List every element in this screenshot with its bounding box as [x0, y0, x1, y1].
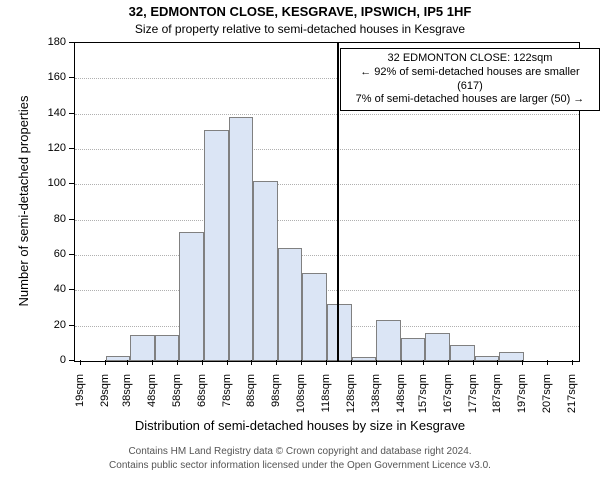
histogram-bar — [278, 248, 303, 361]
histogram-bar — [450, 345, 475, 361]
xtick-mark — [448, 360, 449, 365]
ytick-mark — [69, 325, 74, 326]
xtick-mark — [251, 360, 252, 365]
ytick-label: 20 — [0, 319, 66, 331]
histogram-bar — [352, 357, 377, 361]
footer-line-1: Contains HM Land Registry data © Crown c… — [0, 446, 600, 457]
histogram-bar — [155, 335, 180, 362]
histogram-bar — [401, 338, 426, 361]
infobox-line: ← 92% of semi-detached houses are smalle… — [347, 66, 593, 94]
histogram-bar — [229, 117, 254, 361]
histogram-bar — [475, 356, 500, 361]
xtick-label: 38sqm — [121, 374, 133, 424]
xtick-label: 19sqm — [74, 374, 86, 424]
ytick-label: 140 — [0, 107, 66, 119]
xtick-mark — [497, 360, 498, 365]
ytick-label: 80 — [0, 213, 66, 225]
grid-line — [75, 220, 579, 222]
xtick-mark — [227, 360, 228, 365]
infobox: 32 EDMONTON CLOSE: 122sqm← 92% of semi-d… — [340, 48, 600, 111]
ytick-mark — [69, 42, 74, 43]
infobox-line: 7% of semi-detached houses are larger (5… — [347, 93, 593, 107]
chart-container: 32, EDMONTON CLOSE, KESGRAVE, IPSWICH, I… — [0, 0, 600, 500]
histogram-bar — [499, 352, 524, 361]
histogram-bar — [253, 181, 278, 361]
xtick-mark — [547, 360, 548, 365]
xtick-label: 217sqm — [566, 374, 578, 424]
xtick-label: 29sqm — [99, 374, 111, 424]
infobox-line: 32 EDMONTON CLOSE: 122sqm — [347, 52, 593, 66]
xtick-mark — [202, 360, 203, 365]
xtick-label: 207sqm — [541, 374, 553, 424]
ytick-mark — [69, 219, 74, 220]
xtick-mark — [105, 360, 106, 365]
histogram-bar — [327, 304, 352, 361]
grid-line — [75, 149, 579, 151]
xtick-label: 187sqm — [491, 374, 503, 424]
grid-line — [75, 290, 579, 292]
ytick-label: 60 — [0, 248, 66, 260]
ytick-mark — [69, 289, 74, 290]
xtick-mark — [127, 360, 128, 365]
ytick-mark — [69, 254, 74, 255]
y-axis-label: Number of semi-detached properties — [16, 86, 31, 316]
xtick-label: 108sqm — [295, 374, 307, 424]
grid-line — [75, 114, 579, 116]
ytick-label: 0 — [0, 354, 66, 366]
chart-title: 32, EDMONTON CLOSE, KESGRAVE, IPSWICH, I… — [0, 4, 600, 19]
histogram-bar — [376, 320, 401, 361]
xtick-label: 68sqm — [196, 374, 208, 424]
xtick-mark — [423, 360, 424, 365]
xtick-mark — [401, 360, 402, 365]
xtick-mark — [376, 360, 377, 365]
xtick-label: 88sqm — [245, 374, 257, 424]
xtick-label: 128sqm — [345, 374, 357, 424]
ytick-label: 180 — [0, 36, 66, 48]
xtick-label: 58sqm — [171, 374, 183, 424]
marker-line — [337, 43, 339, 361]
xtick-mark — [572, 360, 573, 365]
histogram-bar — [425, 333, 450, 361]
histogram-bar — [130, 335, 155, 362]
xtick-mark — [80, 360, 81, 365]
xtick-mark — [326, 360, 327, 365]
histogram-bar — [302, 273, 327, 361]
xtick-label: 48sqm — [146, 374, 158, 424]
xtick-label: 177sqm — [467, 374, 479, 424]
xtick-label: 148sqm — [395, 374, 407, 424]
ytick-label: 40 — [0, 283, 66, 295]
xtick-label: 197sqm — [516, 374, 528, 424]
xtick-mark — [301, 360, 302, 365]
ytick-label: 120 — [0, 142, 66, 154]
xtick-mark — [276, 360, 277, 365]
histogram-bar — [179, 232, 204, 361]
xtick-mark — [177, 360, 178, 365]
histogram-bar — [204, 130, 229, 361]
grid-line — [75, 255, 579, 257]
ytick-label: 160 — [0, 71, 66, 83]
footer-line-2: Contains public sector information licen… — [0, 460, 600, 471]
xtick-label: 118sqm — [320, 374, 332, 424]
xtick-label: 78sqm — [221, 374, 233, 424]
ytick-mark — [69, 148, 74, 149]
grid-line — [75, 184, 579, 186]
chart-subtitle: Size of property relative to semi-detach… — [0, 22, 600, 36]
xtick-label: 157sqm — [417, 374, 429, 424]
xtick-label: 138sqm — [370, 374, 382, 424]
xtick-mark — [351, 360, 352, 365]
xtick-mark — [473, 360, 474, 365]
ytick-label: 100 — [0, 177, 66, 189]
ytick-mark — [69, 360, 74, 361]
xtick-mark — [522, 360, 523, 365]
ytick-mark — [69, 77, 74, 78]
ytick-mark — [69, 183, 74, 184]
ytick-mark — [69, 113, 74, 114]
xtick-label: 167sqm — [442, 374, 454, 424]
xtick-label: 98sqm — [270, 374, 282, 424]
xtick-mark — [152, 360, 153, 365]
